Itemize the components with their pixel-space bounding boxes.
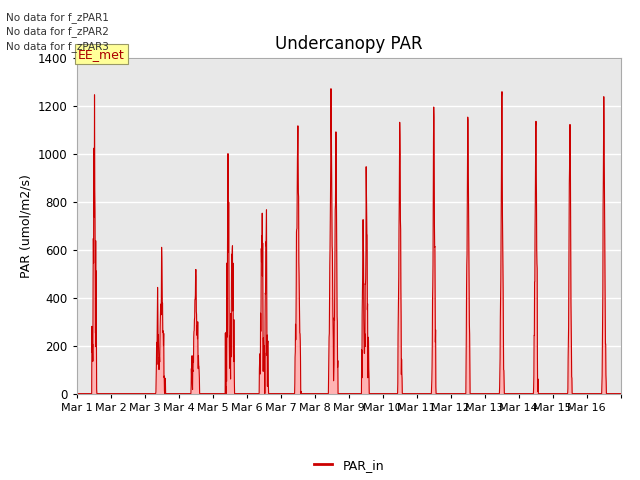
Y-axis label: PAR (umol/m2/s): PAR (umol/m2/s)	[19, 174, 33, 277]
Text: No data for f_zPAR2: No data for f_zPAR2	[6, 26, 109, 37]
Text: EE_met: EE_met	[78, 48, 125, 60]
Text: No data for f_zPAR3: No data for f_zPAR3	[6, 41, 109, 52]
Legend: PAR_in: PAR_in	[308, 454, 389, 477]
Text: No data for f_zPAR1: No data for f_zPAR1	[6, 12, 109, 23]
Title: Undercanopy PAR: Undercanopy PAR	[275, 35, 422, 53]
